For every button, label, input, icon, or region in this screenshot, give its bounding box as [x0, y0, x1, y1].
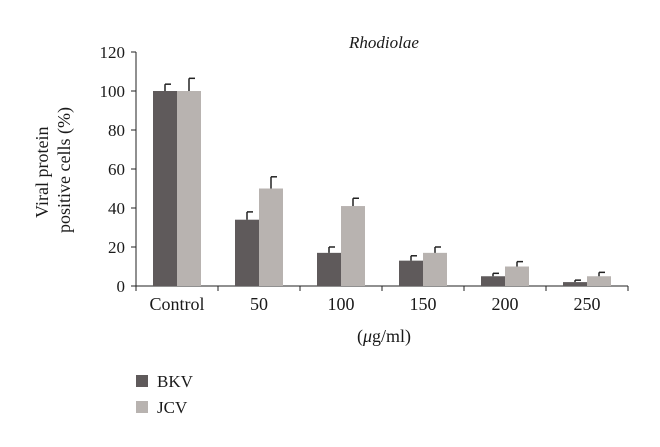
- bar-bkv: [481, 276, 505, 286]
- x-tick-label: 50: [250, 294, 268, 314]
- x-tick-label: Control: [149, 294, 204, 314]
- bar-bkv: [235, 219, 259, 286]
- legend-swatch-bkv: [136, 375, 148, 387]
- y-tick-label: 20: [108, 238, 125, 257]
- x-axis-title: (μg/ml): [357, 326, 411, 347]
- legend: BKV JCV: [136, 372, 194, 417]
- bar-bkv: [153, 91, 177, 286]
- bar-bkv: [317, 252, 341, 286]
- legend-label-bkv: BKV: [157, 372, 194, 391]
- bar-bkv: [563, 282, 587, 286]
- x-tick-label: 250: [574, 294, 601, 314]
- y-axis-title: Viral protein positive cells (%): [32, 107, 75, 233]
- y-axis-title-line-2: positive cells (%): [54, 107, 75, 233]
- y-tick-label: 60: [108, 160, 125, 179]
- y-tick-label: 120: [100, 43, 126, 62]
- chart-title: Rhodiolae: [348, 33, 419, 52]
- legend-swatch-jcv: [136, 401, 148, 413]
- bar-jcv: [423, 252, 447, 286]
- x-tick-label: 200: [492, 294, 519, 314]
- x-tick-label: 100: [328, 294, 355, 314]
- y-tick-label: 0: [117, 277, 126, 296]
- bar-jcv: [259, 188, 283, 286]
- x-axis-title-mu: μ: [362, 326, 372, 346]
- bar-bkv: [399, 260, 423, 286]
- x-tick-label: 150: [410, 294, 437, 314]
- bar-jcv: [505, 266, 529, 286]
- plot-area: 0 20 40 60 80 100 120 Control 50 100 150 200 250: [100, 43, 629, 314]
- bar-jcv: [587, 276, 611, 286]
- y-tick-label: 100: [100, 82, 126, 101]
- bar-jcv: [177, 91, 201, 286]
- x-axis-title-open: (: [357, 326, 363, 347]
- legend-label-jcv: JCV: [157, 398, 188, 417]
- y-axis-title-line-1: Viral protein: [32, 127, 52, 218]
- x-axis-title-rest: g/ml): [372, 326, 411, 347]
- y-tick-label: 80: [108, 121, 125, 140]
- y-tick-label: 40: [108, 199, 125, 218]
- bar-jcv: [341, 206, 365, 286]
